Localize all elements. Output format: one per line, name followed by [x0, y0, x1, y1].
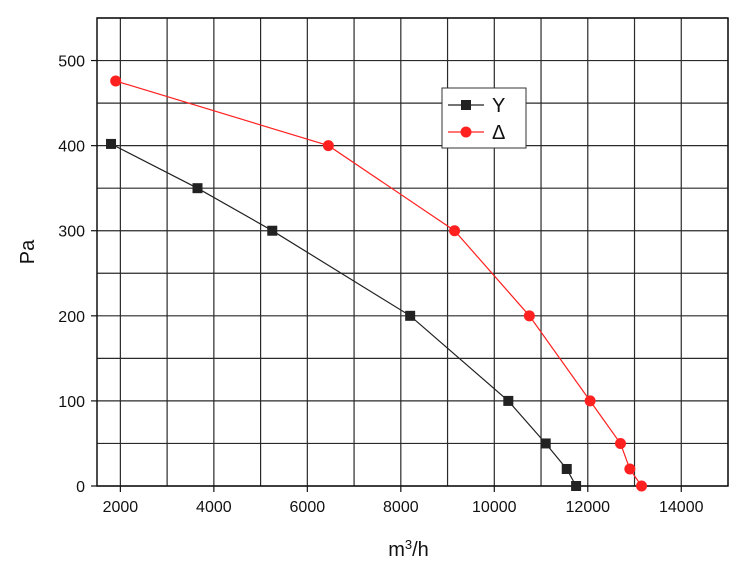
data-point — [322, 140, 334, 152]
y-axis-label: Pa — [17, 239, 39, 264]
data-point — [503, 395, 514, 406]
x-axis-label-base: m — [388, 539, 405, 561]
x-tick-label: 10000 — [472, 499, 517, 516]
legend-label: Y — [492, 95, 505, 117]
x-tick-label: 4000 — [196, 499, 232, 516]
legend-box — [441, 87, 527, 149]
data-point — [571, 481, 582, 491]
data-point — [584, 395, 596, 407]
data-point — [192, 183, 203, 194]
data-point — [106, 138, 117, 149]
data-point — [267, 225, 278, 236]
plot-frame — [96, 17, 729, 487]
y-tick-label: 300 — [58, 224, 85, 241]
series-line — [115, 80, 642, 487]
y-tick-label: 0 — [76, 479, 85, 496]
x-axis-label: m3/h — [388, 537, 429, 562]
data-point — [449, 225, 461, 237]
series-delta — [110, 75, 648, 492]
data-point — [405, 310, 416, 321]
legend-marker — [461, 100, 471, 110]
data-point — [624, 463, 636, 475]
x-tick-label: 2000 — [103, 499, 139, 516]
grid-layer — [97, 17, 729, 487]
y-tick-label: 100 — [58, 394, 85, 411]
tick-layer: 2000 4000 6000 8000 10000 12000 14000 0 100 200 30… — [58, 54, 703, 516]
data-point — [561, 463, 572, 474]
data-point — [614, 437, 626, 449]
data-point — [636, 480, 648, 492]
x-tick-label: 6000 — [290, 499, 326, 516]
series-line — [110, 143, 577, 487]
x-tick-label: 8000 — [383, 499, 419, 516]
y-tick-label: 400 — [58, 139, 85, 156]
legend: YΔ — [441, 87, 527, 149]
data-point — [110, 75, 122, 87]
x-tick-label: 14000 — [659, 499, 704, 516]
legend-item: Y — [448, 95, 505, 117]
x-axis-label-tail: /h — [412, 539, 429, 561]
legend-marker — [460, 126, 472, 138]
series-y — [106, 138, 582, 491]
y-tick-label: 200 — [58, 309, 85, 326]
data-point — [523, 310, 535, 322]
y-tick-label: 500 — [58, 54, 85, 71]
legend-label: Δ — [492, 122, 505, 144]
x-axis-label-superscript: 3 — [405, 537, 412, 552]
x-tick-label: 12000 — [566, 499, 611, 516]
data-point — [540, 438, 551, 449]
legend-item: Δ — [448, 122, 505, 144]
series-layer — [106, 75, 648, 492]
